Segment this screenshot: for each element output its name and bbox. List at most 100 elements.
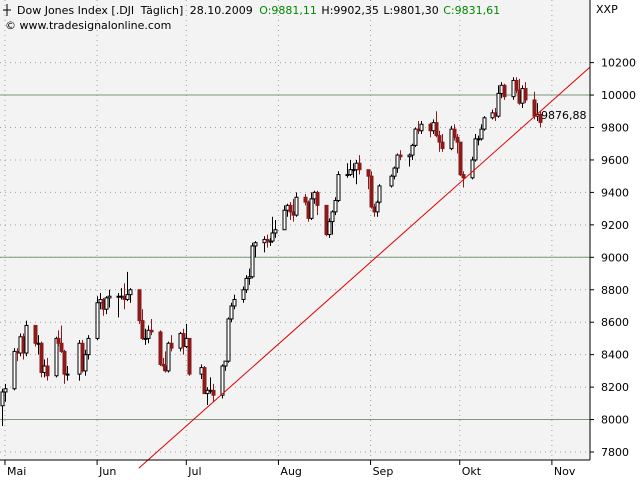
candle [282, 205, 287, 231]
candle-body [211, 389, 216, 396]
candle-body [389, 175, 394, 187]
candle [24, 320, 29, 357]
candle-body [377, 185, 382, 203]
candle [470, 156, 475, 180]
candle [247, 268, 252, 285]
candle-body [202, 367, 207, 395]
y-tick-label: 10200 [601, 57, 636, 70]
candle-body [348, 169, 353, 176]
candle [455, 133, 460, 154]
candle-body [247, 276, 252, 279]
candle-body [39, 342, 44, 373]
candle-body [449, 128, 454, 150]
candle [294, 192, 299, 217]
watermark: © www.tradesignalonline.com [5, 19, 171, 32]
candle [514, 77, 519, 94]
candle [303, 194, 308, 206]
candle-body [253, 242, 258, 247]
candle-body [250, 245, 255, 278]
candle-body [0, 391, 5, 407]
exchange-label: XXP [596, 3, 618, 16]
y-tick-label: 9600 [601, 154, 629, 167]
candle-body [333, 200, 338, 213]
candle [333, 197, 338, 216]
candle [398, 150, 403, 160]
candle [158, 330, 163, 367]
x-axis-ticks: Mai Jun Jul Aug Sep Okt Nov [4, 460, 576, 478]
candle [452, 124, 457, 141]
header-open: O:9881,11 [259, 4, 317, 17]
candle [419, 121, 424, 134]
candle-body [440, 141, 445, 150]
candle [437, 130, 442, 152]
candle [241, 286, 246, 303]
x-tick-label: Nov [554, 465, 576, 478]
x-tick-label: Aug [280, 465, 301, 478]
candle-body [265, 238, 270, 242]
candle-body [538, 113, 543, 123]
candle-body [125, 294, 130, 300]
axes [0, 0, 591, 461]
candle-body [270, 232, 275, 242]
candle [211, 383, 216, 402]
candle-body [226, 318, 231, 362]
candle [83, 349, 88, 376]
candle [104, 296, 109, 315]
y-tick-label: 8600 [601, 316, 629, 329]
candle-body [107, 295, 112, 299]
candle [59, 325, 64, 354]
candle-body [187, 337, 192, 375]
candle [327, 218, 332, 238]
candle-body [95, 302, 100, 339]
candle [348, 159, 353, 177]
candle-body [482, 117, 487, 130]
candle [324, 204, 329, 237]
plot-area [0, 0, 590, 460]
candle-body [324, 204, 329, 236]
candle [523, 82, 528, 104]
candle-body [330, 211, 335, 223]
candle [345, 163, 350, 178]
candle [479, 124, 484, 141]
candle [449, 125, 454, 151]
y-tick-label: 8200 [601, 381, 629, 394]
candle [205, 387, 210, 405]
candle [270, 216, 275, 243]
candle-body [83, 354, 88, 372]
candle [309, 192, 314, 220]
candle [434, 111, 439, 138]
candle-body [309, 198, 314, 219]
candle-body [59, 342, 64, 352]
y-tick-label: 9000 [601, 251, 629, 264]
candle-body [140, 320, 145, 339]
candle-body [65, 373, 70, 376]
candle [187, 337, 192, 376]
candle [315, 190, 320, 216]
candle [502, 83, 507, 100]
candle-body [146, 329, 151, 339]
candle-body [410, 144, 415, 156]
candle [369, 171, 374, 209]
x-tick-label: Jun [98, 465, 116, 478]
candle-body [223, 360, 228, 367]
candle-body [369, 175, 374, 208]
candle-body [345, 174, 350, 177]
y-tick-label: 8800 [601, 284, 629, 297]
candle [33, 324, 38, 347]
header-period: Täglich] [140, 4, 184, 17]
chart-header: Dow Jones Index [.DJI Täglich] 28.10.200… [17, 4, 500, 17]
x-tick-label: Mai [7, 465, 26, 478]
candle-body [419, 123, 424, 132]
candle-body [514, 79, 519, 91]
candle-body [496, 92, 501, 117]
candle-body [458, 141, 463, 176]
last-level-label: 9876,88 [541, 109, 587, 122]
candle-body [392, 167, 397, 177]
candle [95, 296, 100, 341]
candle-body [128, 289, 133, 296]
candle-body [315, 191, 320, 206]
candle-body [62, 350, 67, 375]
candle [482, 116, 487, 131]
candle [220, 364, 225, 399]
